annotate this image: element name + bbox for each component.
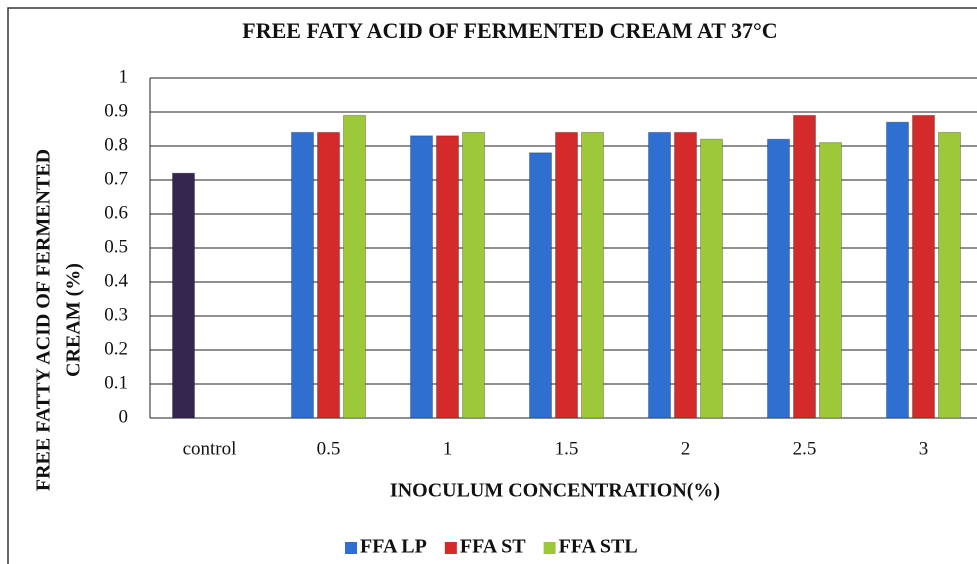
y-tick-label: 0.7 (104, 168, 128, 189)
legend-label: FFA STL (559, 536, 638, 558)
chart-title: FREE FATY ACID OF FERMENTED CREAM AT 37°… (242, 18, 777, 43)
y-tick-label: 0.9 (104, 100, 128, 121)
legend-label: FFA LP (360, 536, 427, 558)
x-tick-label: 2 (681, 438, 691, 459)
legend-swatch (543, 542, 556, 554)
bar (700, 138, 723, 419)
bar (291, 131, 314, 419)
x-axis-title: INOCULUM CONCENTRATION(%) (390, 480, 720, 502)
bar (462, 131, 485, 419)
legend-swatch (345, 542, 357, 554)
bar (529, 152, 552, 419)
x-tick-label: 0.5 (317, 438, 341, 459)
bar (555, 131, 578, 419)
bar (172, 172, 195, 419)
bar (317, 131, 340, 419)
bar (767, 138, 790, 419)
frame (7, 7, 977, 564)
bar (938, 131, 961, 419)
x-tick-label: 2.5 (793, 438, 817, 459)
legend-swatch (444, 542, 457, 554)
y-tick-label: 1 (119, 66, 129, 87)
y-tick-label: 0.4 (104, 270, 128, 291)
bar (581, 131, 604, 419)
y-tick-label: 0.6 (104, 202, 128, 223)
bar (674, 131, 697, 419)
y-tick-label: 0.3 (104, 304, 128, 325)
bar (793, 114, 816, 419)
bar (648, 131, 671, 419)
bar (343, 114, 366, 419)
bar (819, 142, 842, 419)
y-tick-label: 0.2 (104, 338, 128, 359)
x-tick-label: 3 (919, 438, 929, 459)
y-axis-title: CREAM (%) (63, 263, 85, 377)
bar (436, 135, 459, 419)
bar (912, 114, 935, 419)
y-tick-label: 0.8 (104, 134, 128, 155)
y-tick-label: 0 (119, 406, 129, 427)
y-tick-label: 0.1 (104, 372, 128, 393)
bar (410, 135, 433, 419)
y-axis-title: FREE FATTY ACID OF FERMENTED (33, 149, 55, 491)
x-tick-label: 1.5 (555, 438, 579, 459)
x-tick-label: control (183, 438, 237, 459)
bar (886, 121, 909, 419)
x-tick-label: 1 (443, 438, 453, 459)
y-tick-label: 0.5 (104, 236, 128, 257)
legend-label: FFA ST (460, 536, 526, 558)
